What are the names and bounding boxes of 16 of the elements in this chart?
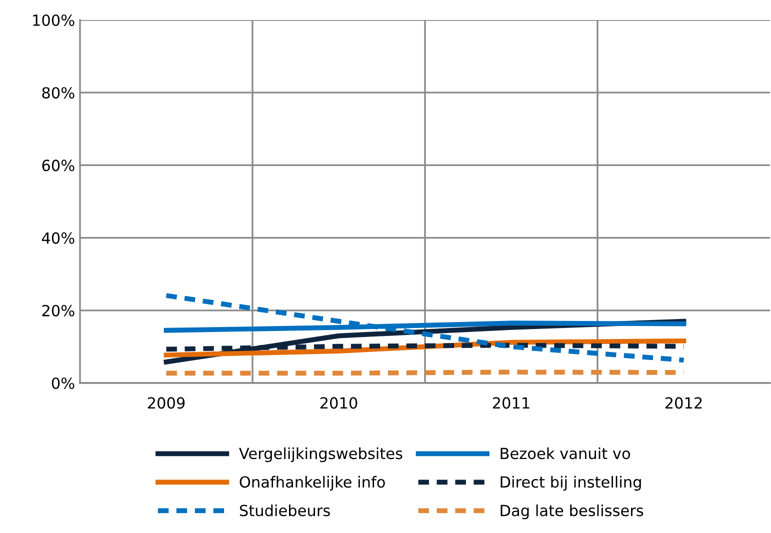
y-tick-label: 60% [42,160,74,172]
y-tick-label: 20% [42,304,74,316]
x-tick-label: 2010 [320,397,358,409]
legend-label: Vergelijkingswebsites [239,447,402,462]
legend-label: Studiebeurs [240,504,330,516]
y-tick-label: 80% [42,87,74,99]
y-tick-label: 40% [42,232,74,244]
legend-label: Direct bij instelling [500,476,641,491]
x-tick-label: 2009 [148,397,185,409]
legend-label: Onafhankelijke info [240,476,385,491]
x-tick-label: 2012 [665,397,702,409]
x-tick-label: 2011 [492,397,530,409]
legend-label: Bezoek vanuit vo [500,447,630,460]
legend-label: Dag late beslissers [500,504,644,520]
y-tick-label: 100% [33,14,74,26]
y-tick-label: 0% [52,377,74,390]
